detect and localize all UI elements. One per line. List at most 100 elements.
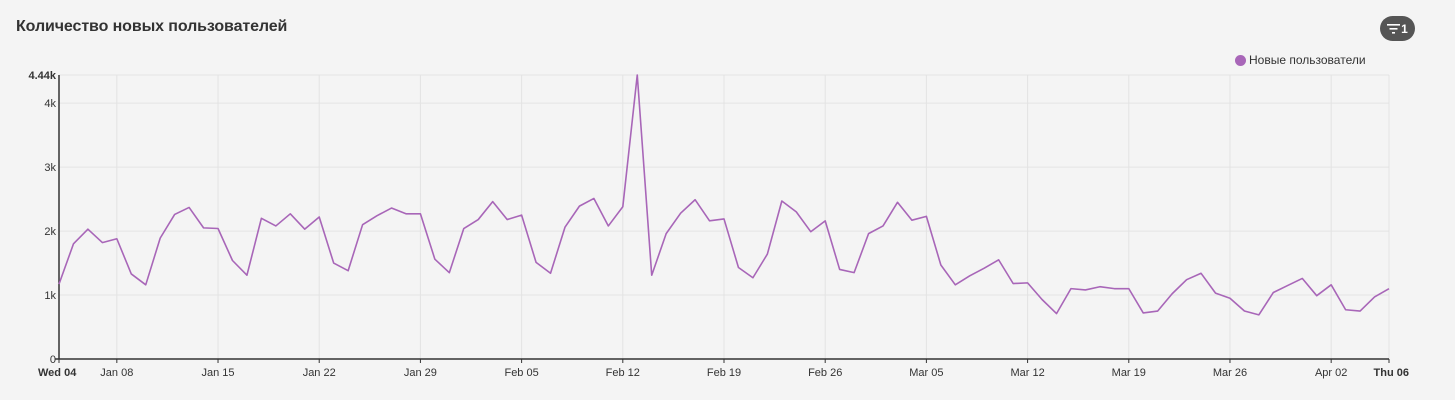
data-point[interactable] bbox=[389, 206, 393, 210]
data-point[interactable] bbox=[866, 231, 870, 235]
data-point[interactable] bbox=[895, 200, 899, 204]
data-point[interactable] bbox=[650, 273, 654, 277]
data-point[interactable] bbox=[360, 222, 364, 226]
data-point[interactable] bbox=[852, 270, 856, 274]
data-point[interactable] bbox=[1242, 309, 1246, 313]
data-point[interactable] bbox=[678, 211, 682, 215]
data-point[interactable] bbox=[1170, 292, 1174, 296]
data-point[interactable] bbox=[1054, 311, 1058, 315]
data-point[interactable] bbox=[201, 226, 205, 230]
data-point[interactable] bbox=[259, 216, 263, 220]
data-point[interactable] bbox=[331, 261, 335, 265]
data-point[interactable] bbox=[490, 199, 494, 203]
data-point[interactable] bbox=[968, 274, 972, 278]
data-point[interactable] bbox=[230, 258, 234, 262]
x-tick-label: Mar 12 bbox=[1010, 367, 1044, 379]
data-point[interactable] bbox=[693, 198, 697, 202]
data-point[interactable] bbox=[1358, 309, 1362, 313]
data-point[interactable] bbox=[274, 224, 278, 228]
data-point[interactable] bbox=[809, 230, 813, 234]
data-point[interactable] bbox=[823, 219, 827, 223]
data-point[interactable] bbox=[1228, 296, 1232, 300]
data-point[interactable] bbox=[1155, 309, 1159, 313]
data-point[interactable] bbox=[1199, 271, 1203, 275]
data-point[interactable] bbox=[924, 214, 928, 218]
data-point[interactable] bbox=[1343, 308, 1347, 312]
data-point[interactable] bbox=[534, 260, 538, 264]
data-point[interactable] bbox=[187, 205, 191, 209]
data-point[interactable] bbox=[780, 199, 784, 203]
data-point[interactable] bbox=[606, 224, 610, 228]
data-point[interactable] bbox=[100, 240, 104, 244]
data-point[interactable] bbox=[1286, 283, 1290, 287]
data-point[interactable] bbox=[548, 271, 552, 275]
data-point[interactable] bbox=[837, 267, 841, 271]
data-point[interactable] bbox=[751, 276, 755, 280]
data-point[interactable] bbox=[1372, 295, 1376, 299]
data-point[interactable] bbox=[158, 236, 162, 240]
data-point[interactable] bbox=[418, 212, 422, 216]
data-point[interactable] bbox=[664, 231, 668, 235]
x-tick-label: Jan 22 bbox=[303, 367, 336, 379]
y-tick-label: 4.44k bbox=[28, 70, 56, 82]
data-point[interactable] bbox=[404, 212, 408, 216]
data-point[interactable] bbox=[216, 226, 220, 230]
data-point[interactable] bbox=[1098, 285, 1102, 289]
data-point[interactable] bbox=[505, 217, 509, 221]
data-point[interactable] bbox=[996, 258, 1000, 262]
legend[interactable]: Новые пользователи bbox=[1235, 53, 1366, 67]
data-point[interactable] bbox=[563, 225, 567, 229]
data-point[interactable] bbox=[1025, 281, 1029, 285]
data-point[interactable] bbox=[476, 217, 480, 221]
data-point[interactable] bbox=[346, 269, 350, 273]
data-point[interactable] bbox=[1112, 286, 1116, 290]
data-point[interactable] bbox=[115, 237, 119, 241]
data-point[interactable] bbox=[303, 227, 307, 231]
data-point[interactable] bbox=[592, 196, 596, 200]
data-point[interactable] bbox=[1069, 286, 1073, 290]
data-point[interactable] bbox=[1213, 291, 1217, 295]
data-point[interactable] bbox=[635, 73, 639, 77]
data-point[interactable] bbox=[433, 257, 437, 261]
data-point[interactable] bbox=[519, 213, 523, 217]
data-point[interactable] bbox=[288, 212, 292, 216]
data-point[interactable] bbox=[462, 226, 466, 230]
data-point[interactable] bbox=[1257, 313, 1261, 317]
data-point[interactable] bbox=[953, 283, 957, 287]
data-point[interactable] bbox=[1300, 276, 1304, 280]
data-point[interactable] bbox=[736, 265, 740, 269]
data-point[interactable] bbox=[86, 227, 90, 231]
data-point[interactable] bbox=[794, 210, 798, 214]
filter-button[interactable]: 1 bbox=[1380, 16, 1415, 41]
data-point[interactable] bbox=[375, 214, 379, 218]
data-point[interactable] bbox=[172, 212, 176, 216]
data-point[interactable] bbox=[129, 272, 133, 276]
data-point[interactable] bbox=[621, 205, 625, 209]
data-point[interactable] bbox=[910, 218, 914, 222]
data-point[interactable] bbox=[1329, 283, 1333, 287]
data-point[interactable] bbox=[1271, 290, 1275, 294]
data-point[interactable] bbox=[1127, 286, 1131, 290]
data-point[interactable] bbox=[144, 283, 148, 287]
data-point[interactable] bbox=[577, 204, 581, 208]
data-point[interactable] bbox=[1011, 281, 1015, 285]
data-point[interactable] bbox=[707, 219, 711, 223]
data-point[interactable] bbox=[245, 273, 249, 277]
data-point[interactable] bbox=[1184, 277, 1188, 281]
data-point[interactable] bbox=[71, 242, 75, 246]
data-point[interactable] bbox=[1315, 293, 1319, 297]
data-point[interactable] bbox=[57, 282, 61, 286]
data-point[interactable] bbox=[881, 224, 885, 228]
data-point[interactable] bbox=[1141, 311, 1145, 315]
data-point[interactable] bbox=[447, 270, 451, 274]
series-line[interactable] bbox=[58, 74, 1390, 316]
data-point[interactable] bbox=[939, 263, 943, 267]
data-point[interactable] bbox=[1083, 288, 1087, 292]
data-point[interactable] bbox=[1040, 297, 1044, 301]
data-point[interactable] bbox=[982, 266, 986, 270]
data-point[interactable] bbox=[765, 252, 769, 256]
data-point[interactable] bbox=[317, 215, 321, 219]
data-point[interactable] bbox=[722, 217, 726, 221]
data-point[interactable] bbox=[1387, 286, 1391, 290]
